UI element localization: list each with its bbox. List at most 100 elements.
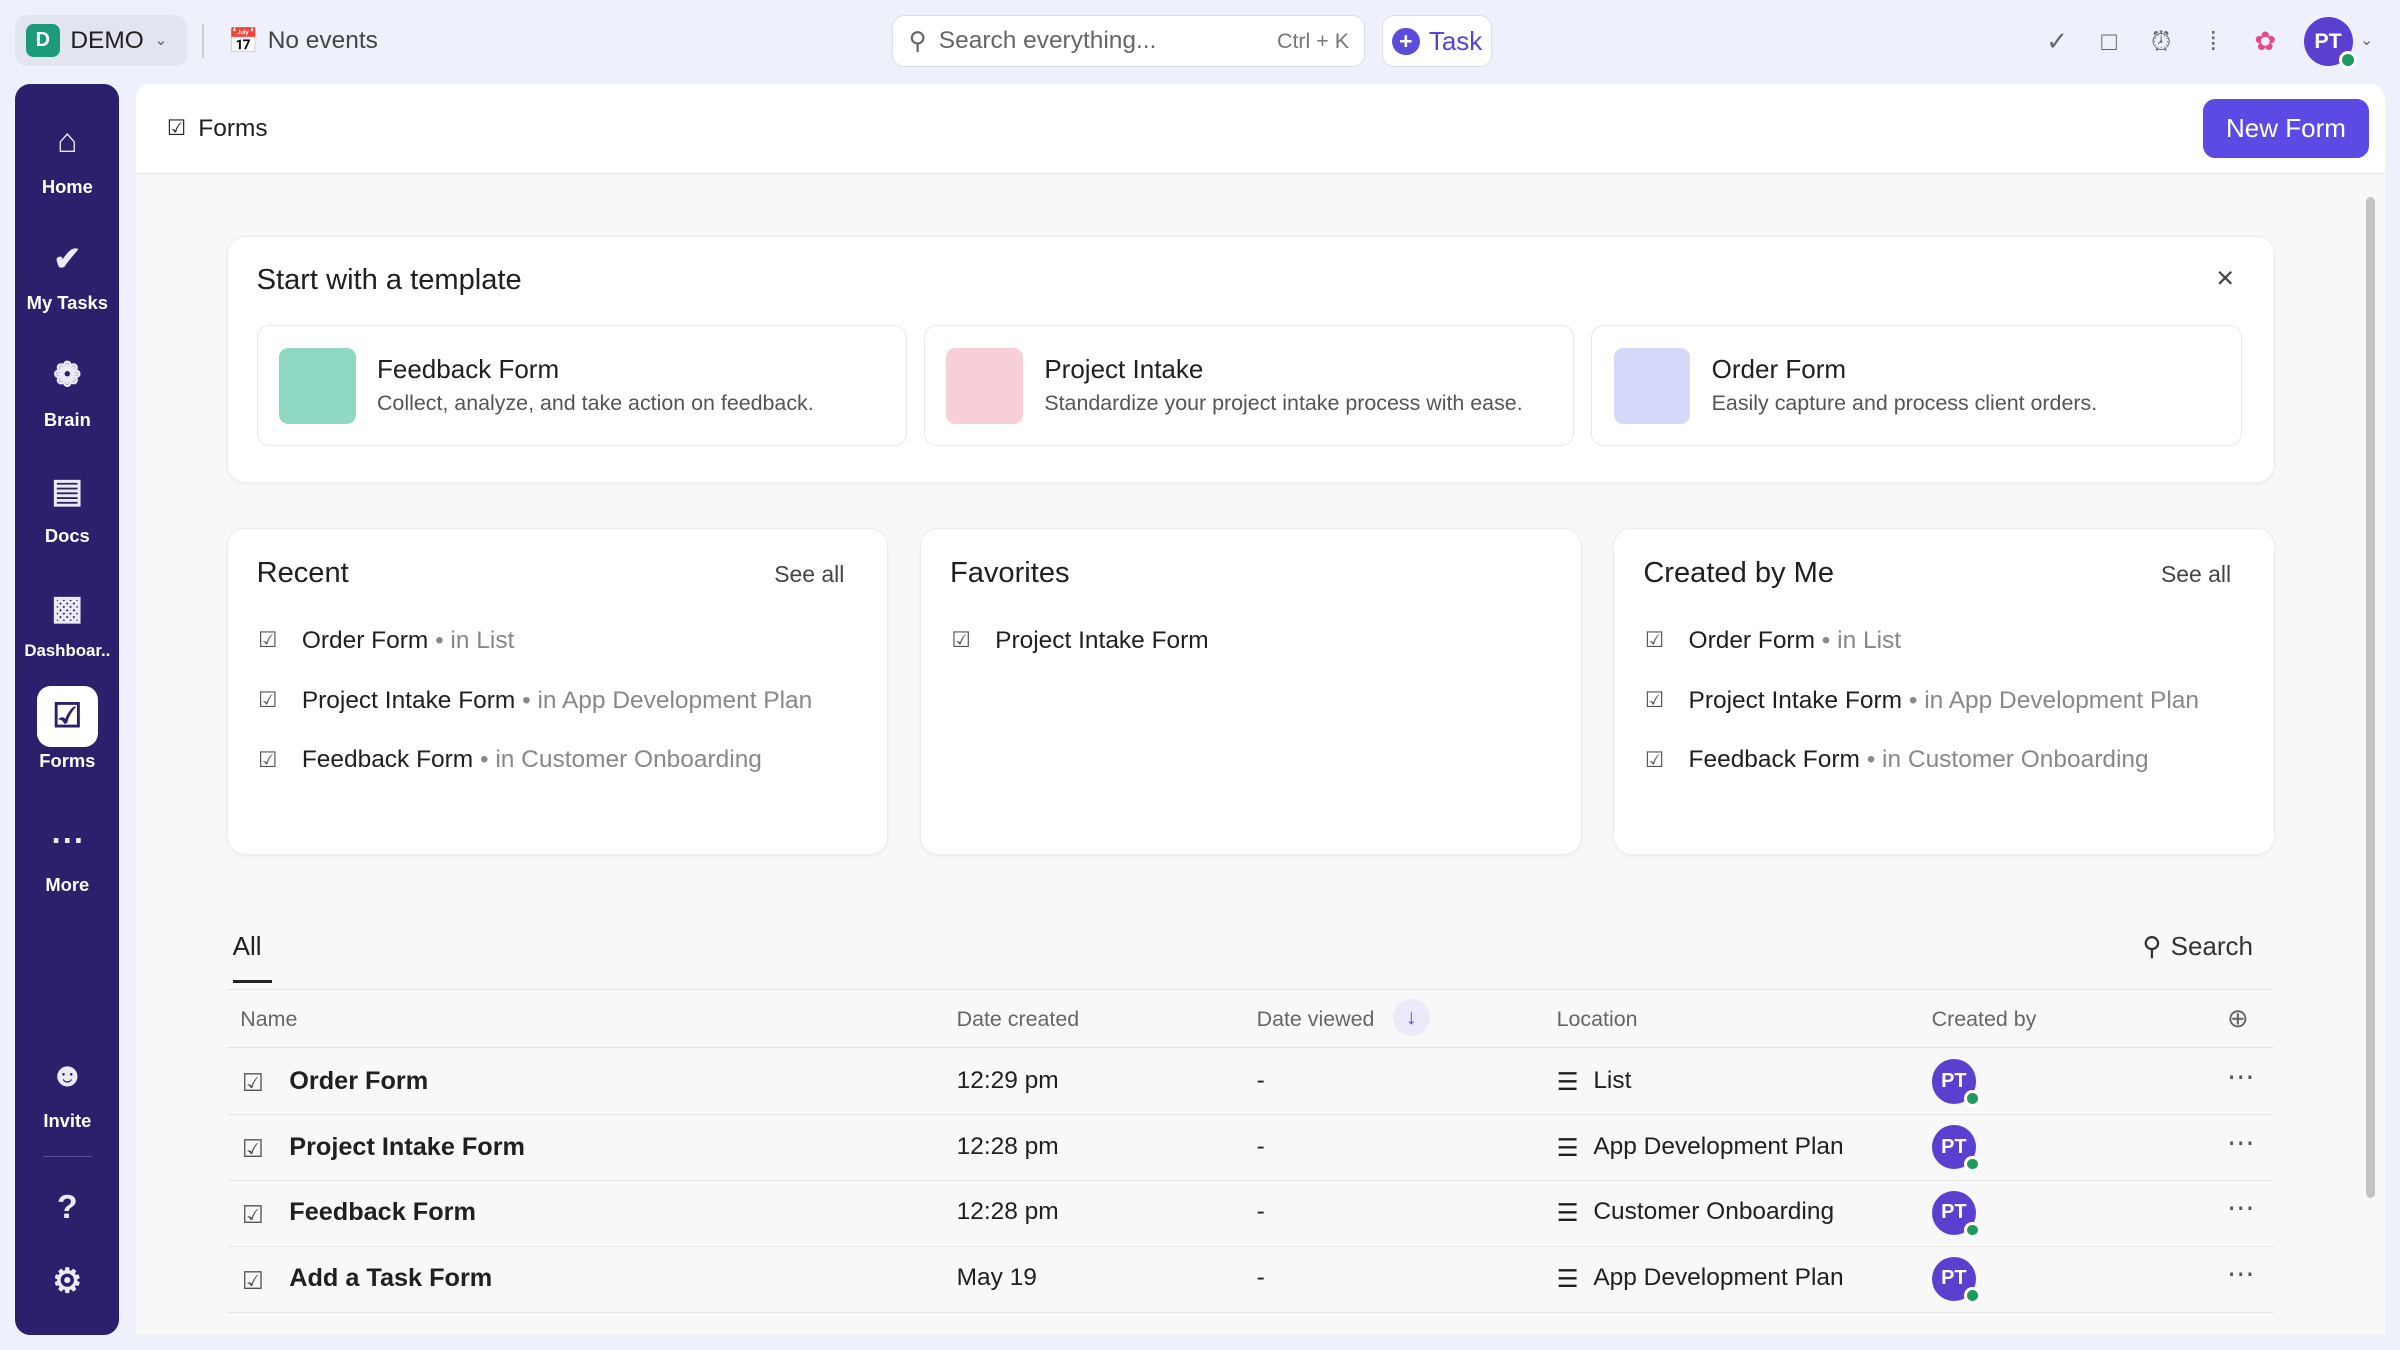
new-form-button[interactable]: New Form [2202,99,2370,158]
search-shortcut: Ctrl + K [1277,28,1349,53]
apps-grid-icon[interactable]: ⁞ [2209,26,2217,57]
creator-avatar[interactable]: PT [1931,1190,1981,1239]
list-item[interactable]: ☑ Project Intake Form [951,627,1208,655]
form-name[interactable]: Add a Task Form [289,1264,493,1293]
creator-avatar[interactable]: PT [1931,1256,1981,1305]
help-button[interactable]: ? [15,1177,119,1241]
avatar-initials: PT [1941,1267,1967,1290]
search-icon: ⚲ [2142,930,2162,961]
nav-label: Brain [43,408,91,430]
sidebar-item-forms[interactable]: ☑ Forms [15,685,119,772]
sort-descending-icon[interactable]: ↓ [1392,999,1430,1037]
list-item[interactable]: ☑ Order Form • in List [1645,627,1901,655]
table-row[interactable]: ☑ Project Intake Form 12:28 pm - ☰ App D… [226,1114,2275,1182]
template-project-intake[interactable]: Project Intake Standardize your project … [923,325,1575,447]
tab-all[interactable]: All [232,931,273,983]
item-location: • in List [435,626,515,654]
sidebar-item-home[interactable]: ⌂ Home [15,112,119,198]
add-column-icon[interactable]: ⊕ [2227,1002,2249,1033]
date-viewed: - [1256,1264,1265,1292]
alarm-clock-icon[interactable]: ⏰︎ [2151,26,2172,57]
favorites-card: Favorites ☑ Project Intake Form [919,528,1582,855]
location-link[interactable]: List [1593,1066,1632,1094]
template-name: Feedback Form [376,354,560,384]
more-icon: ⋯ [50,822,85,860]
sidebar-item-dashboards[interactable]: ▩ Dashboar.. [15,577,119,661]
item-name: Feedback Form [301,746,474,774]
online-status-dot [1963,1155,1981,1173]
form-name[interactable]: Order Form [289,1066,429,1095]
more-options-icon[interactable]: ⋯ [2227,1060,2255,1092]
item-name: Project Intake Form [995,626,1209,654]
list-item[interactable]: ☑ Project Intake Form • in App Developmen… [1645,687,2199,715]
user-avatar[interactable]: PT [2303,16,2358,69]
location-link[interactable]: App Development Plan [1593,1132,1844,1160]
location-link[interactable]: App Development Plan [1593,1264,1844,1292]
list-item[interactable]: ☑ Project Intake Form • in App Developmen… [258,687,812,715]
add-task-button[interactable]: + Task [1382,15,1493,68]
chevron-down-icon[interactable]: ⌄ [2360,31,2373,49]
item-name: Order Form [1688,626,1815,654]
sidebar-item-docs[interactable]: ▤ Docs [15,461,119,547]
order-template-image [1613,347,1691,425]
date-viewed: - [1256,1132,1265,1160]
column-header-date-created[interactable]: Date created [956,1007,1080,1032]
avatar-initials: PT [2314,28,2342,53]
more-options-icon[interactable]: ⋯ [2227,1258,2255,1290]
template-desc: Collect, analyze, and take action on fee… [376,390,814,415]
form-icon: ☑ [258,628,278,653]
table-row[interactable]: ☑ Add a Task Form May 19 - ☰ App Develop… [226,1246,2275,1313]
column-header-name[interactable]: Name [240,1007,298,1032]
search-input[interactable]: ⚲ Search everything... Ctrl + K [892,15,1366,68]
list-item[interactable]: ☑ Feedback Form • in Customer Onboarding [258,746,762,774]
workspace-name: DEMO [70,26,144,54]
column-header-created-by[interactable]: Created by [1931,1007,2037,1032]
template-order-form[interactable]: Order Form Easily capture and process cl… [1591,325,2242,447]
sidebar-item-my-tasks[interactable]: ✔ My Tasks [15,228,119,314]
settings-button[interactable]: ⚙ [15,1250,119,1314]
table-row[interactable]: ☑ Feedback Form 12:28 pm - ☰ Customer On… [226,1180,2275,1247]
close-icon[interactable]: × [2216,261,2235,296]
item-location: • in Customer Onboarding [479,746,762,774]
created-by-me-card: Created by Me See all ☑ Order Form • in L… [1613,528,2275,855]
recent-card: Recent See all ☑ Order Form • in List ☑ Pr… [226,528,889,855]
form-name[interactable]: Feedback Form [289,1198,476,1227]
events-button[interactable]: 📅 No events [228,26,378,56]
date-created: 12:28 pm [956,1198,1059,1226]
table-search-button[interactable]: ⚲ Search [2142,931,2253,962]
column-header-location[interactable]: Location [1556,1007,1638,1032]
nav-label: Dashboar.. [24,641,111,661]
check-circle-icon[interactable]: ✓︎ [2046,26,2069,57]
location-link[interactable]: Customer Onboarding [1593,1198,1835,1226]
form-name[interactable]: Project Intake Form [289,1132,525,1161]
online-status-dot [1963,1089,1981,1107]
avatar-initials: PT [1941,1069,1967,1092]
template-feedback-form[interactable]: Feedback Form Collect, analyze, and take… [256,325,908,447]
date-viewed: - [1256,1198,1265,1226]
sidebar-item-brain[interactable]: ❁ Brain [15,344,119,430]
scrollbar[interactable] [2366,179,2378,1327]
creator-avatar[interactable]: PT [1931,1059,1981,1107]
check-circle-icon: ✔ [53,240,82,278]
creator-avatar[interactable]: PT [1931,1124,1981,1173]
template-desc: Standardize your project intake process … [1044,390,1523,415]
ai-brain-icon[interactable]: ✿ [2254,26,2277,57]
more-options-icon[interactable]: ⋯ [2227,1192,2255,1224]
scrollbar-thumb[interactable] [2366,197,2376,1199]
video-icon[interactable]: □ [2101,26,2118,57]
table-row[interactable]: ☑ Order Form 12:29 pm - ☰ List PT ⋯ [226,1048,2275,1116]
see-all-link[interactable]: See all [774,561,845,588]
workspace-switcher[interactable]: D DEMO ⌄ [15,15,187,66]
more-options-icon[interactable]: ⋯ [2227,1126,2255,1158]
divider [226,1046,2275,1049]
list-item[interactable]: ☑ Feedback Form • in Customer Onboarding [1645,746,2149,774]
invite-button[interactable]: ☻ Invite [15,1045,119,1131]
sidebar-item-more[interactable]: ⋯ More [15,810,119,896]
column-header-date-viewed[interactable]: Date viewed [1256,1007,1375,1032]
template-name: Project Intake [1044,354,1204,384]
item-location: • in App Development Plan [522,686,813,714]
page-title: Forms [198,114,268,142]
list-item[interactable]: ☑ Order Form • in List [258,627,514,655]
date-viewed: - [1256,1066,1265,1094]
see-all-link[interactable]: See all [2160,561,2232,588]
